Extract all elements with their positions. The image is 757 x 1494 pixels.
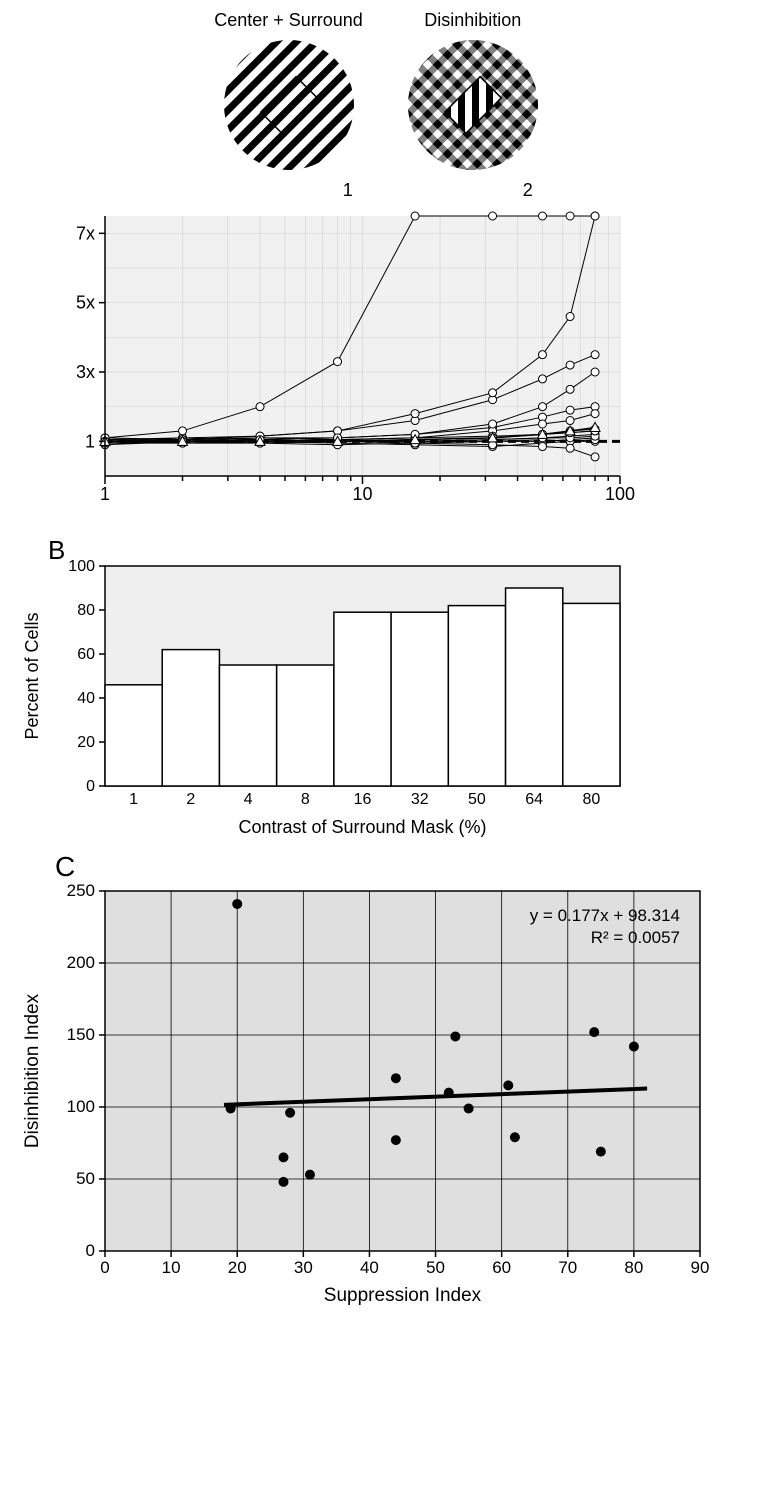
grating-icon [219, 35, 359, 175]
svg-text:50: 50 [76, 1169, 95, 1188]
svg-text:20: 20 [77, 734, 95, 751]
svg-text:Disinhibition Index: Disinhibition Index [22, 993, 43, 1148]
svg-text:5x: 5x [76, 293, 95, 313]
svg-text:30: 30 [294, 1258, 313, 1277]
svg-text:50: 50 [468, 791, 486, 808]
panel-c-chart: 0 10 20 30 40 50 60 70 80 90 0 50 100 150 200 250 Suppre… [10, 846, 730, 1306]
svg-text:150: 150 [67, 1025, 95, 1044]
svg-text:80: 80 [582, 791, 600, 808]
svg-text:100: 100 [605, 484, 635, 504]
svg-text:7x: 7x [76, 223, 95, 243]
svg-text:100: 100 [67, 1097, 95, 1116]
svg-text:50: 50 [426, 1258, 445, 1277]
svg-text:0: 0 [100, 1258, 109, 1277]
svg-text:80: 80 [624, 1258, 643, 1277]
svg-text:10: 10 [162, 1258, 181, 1277]
svg-text:40: 40 [77, 690, 95, 707]
svg-text:80: 80 [77, 602, 95, 619]
svg-text:0: 0 [86, 1241, 95, 1260]
stimulus-right-label: 2 [403, 180, 543, 201]
svg-text:0: 0 [86, 778, 95, 795]
svg-text:Contrast of Surround Mask (%): Contrast of Surround Mask (%) [238, 817, 486, 837]
svg-text:64: 64 [525, 791, 543, 808]
svg-text:B: B [48, 541, 65, 565]
svg-text:40: 40 [360, 1258, 379, 1277]
stimulus-right-title: Disinhibition [403, 10, 543, 31]
svg-text:Suppression Index: Suppression Index [324, 1285, 482, 1306]
svg-text:1: 1 [85, 431, 95, 451]
plaid-icon [403, 35, 543, 175]
svg-text:10: 10 [352, 484, 372, 504]
svg-text:250: 250 [67, 881, 95, 900]
stimulus-center-surround: Center + Surround 1 [214, 10, 363, 201]
svg-text:32: 32 [411, 791, 429, 808]
svg-text:16: 16 [354, 791, 372, 808]
svg-text:3x: 3x [76, 362, 95, 382]
svg-text:60: 60 [492, 1258, 511, 1277]
svg-text:1: 1 [129, 791, 138, 808]
svg-text:1: 1 [100, 484, 110, 504]
svg-text:8: 8 [301, 791, 310, 808]
svg-text:90: 90 [691, 1258, 710, 1277]
panel-b-chart: 1 2 4 8 16 32 50 64 80 0 20 40 60 80 100 Contrast of Su… [10, 541, 730, 841]
stimulus-row: Center + Surround 1 Disinhibition [10, 10, 747, 201]
svg-text:70: 70 [558, 1258, 577, 1277]
svg-text:20: 20 [228, 1258, 247, 1277]
stimulus-left-title: Center + Surround [214, 10, 363, 31]
svg-text:200: 200 [67, 953, 95, 972]
stimulus-left-label: 1 [214, 180, 363, 201]
svg-text:Percent of Cells: Percent of Cells [22, 612, 42, 739]
svg-text:4: 4 [244, 791, 253, 808]
stimulus-disinhibition: Disinhibition 2 [403, 10, 543, 201]
panel-a-chart: 13x5x7x110100Contrast of orthogonal surr… [10, 206, 730, 536]
svg-text:C: C [55, 851, 75, 882]
svg-text:60: 60 [77, 646, 95, 663]
svg-text:R² = 0.0057: R² = 0.0057 [591, 928, 680, 947]
svg-text:100: 100 [68, 558, 95, 575]
svg-text:y = 0.177x + 98.314: y = 0.177x + 98.314 [530, 906, 680, 925]
svg-text:2: 2 [186, 791, 195, 808]
